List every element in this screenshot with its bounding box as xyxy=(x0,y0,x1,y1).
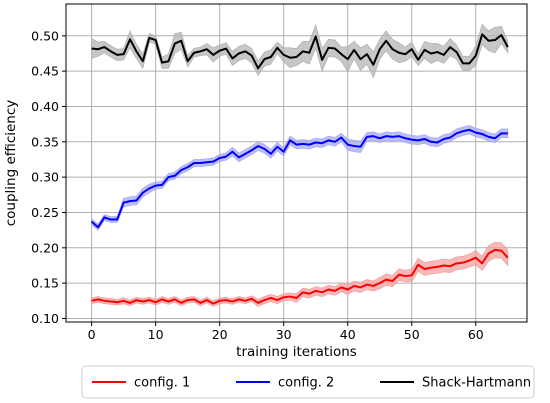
legend-label: config. 1 xyxy=(134,376,190,391)
plot-frame xyxy=(65,3,528,323)
y-tick-label: 0.45 xyxy=(31,64,59,79)
legend-label: Shack-Hartmann xyxy=(422,376,531,391)
series-line-config-2 xyxy=(90,128,508,229)
confidence-bands xyxy=(91,23,509,307)
series-lines xyxy=(90,33,509,305)
y-tick-label: 0.40 xyxy=(31,99,59,114)
y-tick-label: 0.20 xyxy=(31,240,59,255)
series-line-config-1 xyxy=(91,248,509,305)
y-tick-label: 0.15 xyxy=(31,276,59,291)
x-tick-label: 10 xyxy=(148,327,164,342)
band-config-1 xyxy=(91,241,509,307)
y-tick-label: 0.30 xyxy=(31,170,59,185)
band-shack-hartmann xyxy=(91,23,509,79)
y-tick-label: 0.50 xyxy=(31,28,59,43)
x-tick-label: 40 xyxy=(340,327,356,342)
x-tick-label: 20 xyxy=(212,327,228,342)
x-tick-label: 50 xyxy=(404,327,420,342)
x-axis-ticks: 0 10 20 30 40 50 60 xyxy=(88,322,484,342)
legend-box xyxy=(81,365,535,399)
y-tick-label: 0.10 xyxy=(31,311,59,326)
x-axis-label: training iterations xyxy=(236,344,357,360)
series-line-shack-hartmann xyxy=(91,33,509,70)
y-axis-label: coupling efficiency xyxy=(3,100,19,227)
x-tick-label: 30 xyxy=(276,327,292,342)
y-tick-label: 0.25 xyxy=(31,205,59,220)
y-axis-ticks: 0.10 0.15 0.20 0.25 0.30 0.35 0.40 0.45 0.50 xyxy=(31,28,66,326)
y-tick-label: 0.35 xyxy=(31,134,59,149)
legend-label: config. 2 xyxy=(278,376,334,391)
x-tick-label: 60 xyxy=(468,327,484,342)
legend: config. 1 config. 2 Shack-Hartmann xyxy=(81,365,535,399)
x-tick-label: 0 xyxy=(88,327,96,342)
band-config-2 xyxy=(91,125,509,231)
